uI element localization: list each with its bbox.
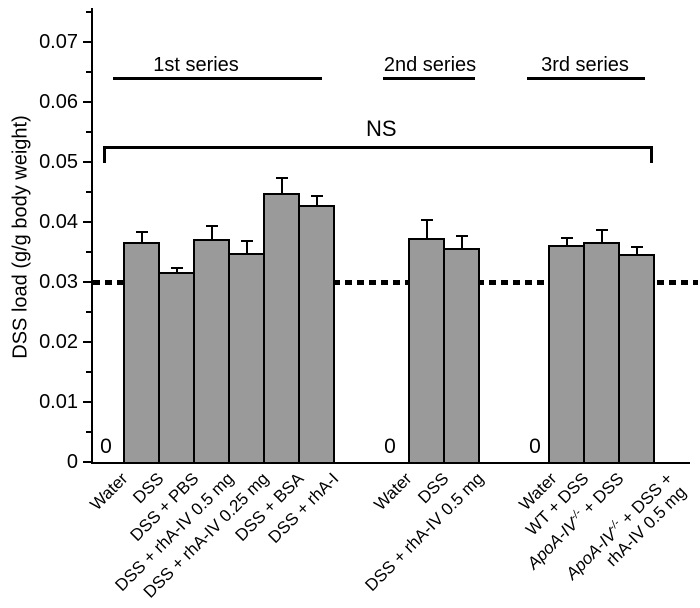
error-bar-cap — [560, 237, 573, 240]
ns-bracket-left-tick — [103, 146, 106, 163]
y-tick-label: 0.03 — [39, 271, 78, 293]
error-bar-cap — [170, 266, 183, 269]
y-tick-label: 0.06 — [39, 91, 78, 113]
error-bar-stem — [280, 177, 283, 194]
y-tick-label: 0.02 — [39, 331, 78, 353]
series-header-underline — [113, 77, 322, 80]
x-axis-line — [91, 462, 690, 464]
error-bar-stem — [460, 235, 463, 249]
y-minor-tick — [86, 131, 91, 133]
error-bar-cap — [420, 219, 433, 222]
error-bar-stem — [245, 240, 248, 253]
zero-value-label: 0 — [529, 435, 541, 458]
bar — [228, 252, 265, 464]
y-major-tick — [83, 221, 91, 223]
error-bar-stem — [600, 230, 603, 243]
series-header-label: 2nd series — [383, 54, 477, 76]
error-bar-stem — [315, 196, 318, 206]
y-minor-tick — [86, 191, 91, 193]
y-major-tick — [83, 341, 91, 343]
error-bar-cap — [595, 229, 608, 232]
error-bar-cap — [455, 234, 468, 237]
error-bar-stem — [140, 231, 143, 243]
error-bar-cap — [630, 245, 643, 248]
zero-value-label: 0 — [100, 435, 112, 458]
y-minor-tick — [86, 71, 91, 73]
y-major-tick — [83, 461, 91, 463]
bar — [193, 239, 230, 464]
error-bar-stem — [175, 267, 178, 273]
y-minor-tick — [86, 371, 91, 373]
y-major-tick — [83, 161, 91, 163]
error-bar-stem — [210, 225, 213, 240]
y-major-tick — [83, 41, 91, 43]
y-minor-tick — [86, 311, 91, 313]
error-bar-stem — [635, 246, 638, 255]
error-bar-cap — [240, 239, 253, 242]
bar — [583, 242, 620, 464]
zero-value-label: 0 — [384, 435, 396, 458]
bar — [618, 254, 655, 464]
bar — [263, 193, 300, 464]
ns-bracket-line — [103, 146, 653, 149]
y-major-tick — [83, 401, 91, 403]
y-major-tick — [83, 101, 91, 103]
y-minor-tick — [86, 431, 91, 433]
series-header-label: 3rd series — [541, 54, 629, 76]
y-tick-label: 0.07 — [39, 31, 78, 53]
y-tick-label: 0.05 — [39, 151, 78, 173]
y-major-tick — [83, 281, 91, 283]
series-header-label: 1st series — [153, 54, 239, 76]
ns-bracket-right-tick — [650, 146, 653, 163]
y-minor-tick — [86, 11, 91, 13]
bar — [548, 245, 585, 464]
y-tick-label: 0.04 — [39, 211, 78, 233]
series-header-underline — [527, 77, 645, 80]
y-minor-tick — [86, 251, 91, 253]
y-tick-label: 0 — [66, 451, 78, 473]
error-bar-cap — [135, 230, 148, 233]
error-bar-stem — [425, 220, 428, 239]
error-bar-cap — [275, 176, 288, 179]
error-bar-stem — [565, 238, 568, 246]
error-bar-cap — [205, 224, 218, 227]
bar — [298, 205, 335, 464]
bar — [158, 272, 195, 464]
y-axis-line — [91, 8, 93, 464]
bar — [443, 248, 480, 464]
series-header-underline — [383, 77, 475, 80]
error-bar-cap — [310, 195, 323, 198]
bar — [123, 242, 160, 464]
y-tick-label: 0.01 — [39, 391, 78, 413]
reference-dotted-line — [93, 280, 698, 285]
ns-annotation: NS — [366, 116, 397, 141]
bar — [408, 238, 445, 464]
